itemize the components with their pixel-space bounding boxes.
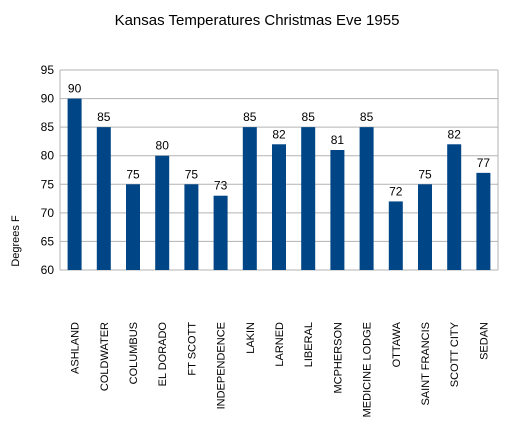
bar xyxy=(418,184,432,270)
x-category-label: LAKIN xyxy=(245,322,257,354)
x-category-label: SAINT FRANCIS xyxy=(420,322,432,406)
data-label: 85 xyxy=(97,110,111,124)
bar xyxy=(96,127,111,271)
x-category-label: COLUMBUS xyxy=(128,322,140,384)
y-tick-label: 70 xyxy=(41,206,55,220)
x-axis-categories: ASHLAND COLDWATER COLUMBUS EL DORADO FT SCOT… xyxy=(70,321,491,417)
bar xyxy=(476,172,491,270)
bar xyxy=(184,184,199,270)
x-category-label: LARNED xyxy=(274,322,286,367)
data-label: 85 xyxy=(360,110,374,124)
data-label: 82 xyxy=(448,127,462,141)
bar xyxy=(155,155,170,270)
x-category-label: OTTAWA xyxy=(391,321,403,367)
y-axis-ticks: 60 65 70 75 80 85 90 95 xyxy=(41,63,55,277)
y-axis-label: Degrees F xyxy=(10,215,22,267)
bar xyxy=(330,150,345,270)
bar xyxy=(301,127,316,271)
bar xyxy=(213,195,228,270)
data-label: 90 xyxy=(68,82,82,96)
data-label: 75 xyxy=(418,167,432,181)
data-label: 85 xyxy=(302,110,316,124)
data-label: 75 xyxy=(126,167,140,181)
x-category-label: FT SCOTT xyxy=(186,322,198,376)
bar xyxy=(359,127,374,271)
y-tick-label: 90 xyxy=(41,92,55,106)
x-category-label: COLDWATER xyxy=(99,322,111,391)
y-tick-label: 95 xyxy=(41,63,55,77)
chart-title: Kansas Temperatures Christmas Eve 1955 xyxy=(115,12,400,29)
data-label: 75 xyxy=(185,167,199,181)
x-category-label: LIBERAL xyxy=(303,322,315,367)
bar xyxy=(242,127,257,271)
y-tick-label: 60 xyxy=(41,263,55,277)
y-tick-label: 85 xyxy=(41,120,55,134)
data-label: 77 xyxy=(477,156,491,170)
bar xyxy=(388,201,403,270)
data-labels: 90 85 75 80 75 73 85 82 85 81 85 72 75 82 77 xyxy=(68,82,490,199)
bars xyxy=(67,98,491,271)
x-category-label: MEDICINE LODGE xyxy=(362,322,374,417)
bar xyxy=(126,184,140,270)
x-category-label: ASHLAND xyxy=(70,322,82,374)
data-label: 82 xyxy=(272,127,286,141)
plot-area xyxy=(59,70,499,270)
y-tick-label: 80 xyxy=(41,149,55,163)
x-category-label: EL DORADO xyxy=(157,322,169,387)
bar xyxy=(272,144,286,270)
data-label: 72 xyxy=(389,184,403,198)
y-tick-label: 65 xyxy=(41,234,55,248)
data-label: 81 xyxy=(331,133,345,147)
x-category-label: INDEPENDENCE xyxy=(216,322,228,409)
bar xyxy=(447,144,462,270)
x-category-label: MCPHERSON xyxy=(332,322,344,394)
data-label: 73 xyxy=(214,179,228,193)
bar xyxy=(67,98,82,270)
data-label: 85 xyxy=(243,110,257,124)
y-tick-label: 75 xyxy=(41,177,55,191)
x-category-label: SEDAN xyxy=(478,322,490,360)
x-category-label: SCOTT CITY xyxy=(449,321,461,387)
data-label: 80 xyxy=(156,139,170,153)
